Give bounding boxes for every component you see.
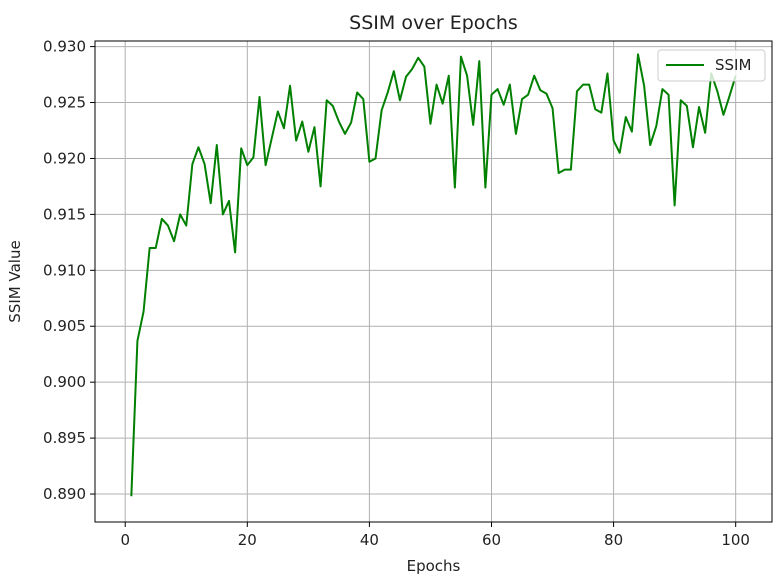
tick-layer: 0 20 40 60 80 100 0.890 0.895 0.900 0.905 0.910 0.9… [43, 38, 750, 549]
plot-frame [94, 40, 773, 523]
y-axis-title: SSIM Value [6, 240, 24, 322]
y-tick-label: 0.895 [43, 429, 86, 447]
chart-title: SSIM over Epochs [349, 12, 518, 34]
y-tick-label: 0.915 [43, 205, 86, 223]
y-tick-label: 0.910 [43, 261, 86, 279]
y-tick-label: 0.920 [43, 149, 86, 167]
x-tick-label: 40 [360, 531, 379, 549]
x-tick-label: 0 [120, 531, 130, 549]
series-line-ssim [130, 53, 737, 497]
x-tick-label: 100 [721, 531, 750, 549]
y-tick-label: 0.905 [43, 317, 86, 335]
legend-label-ssim: SSIM [715, 56, 751, 74]
y-tick-label: 0.900 [43, 373, 86, 391]
y-tick-label: 0.925 [43, 94, 86, 112]
y-tick-label: 0.890 [43, 485, 86, 503]
x-tick-label: 20 [238, 531, 257, 549]
legend-box [657, 49, 766, 82]
series-layer [130, 53, 737, 497]
legend: SSIM [657, 49, 766, 82]
x-tick-label: 80 [604, 531, 623, 549]
y-tick-label: 0.930 [43, 38, 86, 56]
x-axis-title: Epochs [407, 557, 461, 575]
x-tick-label: 60 [482, 531, 501, 549]
